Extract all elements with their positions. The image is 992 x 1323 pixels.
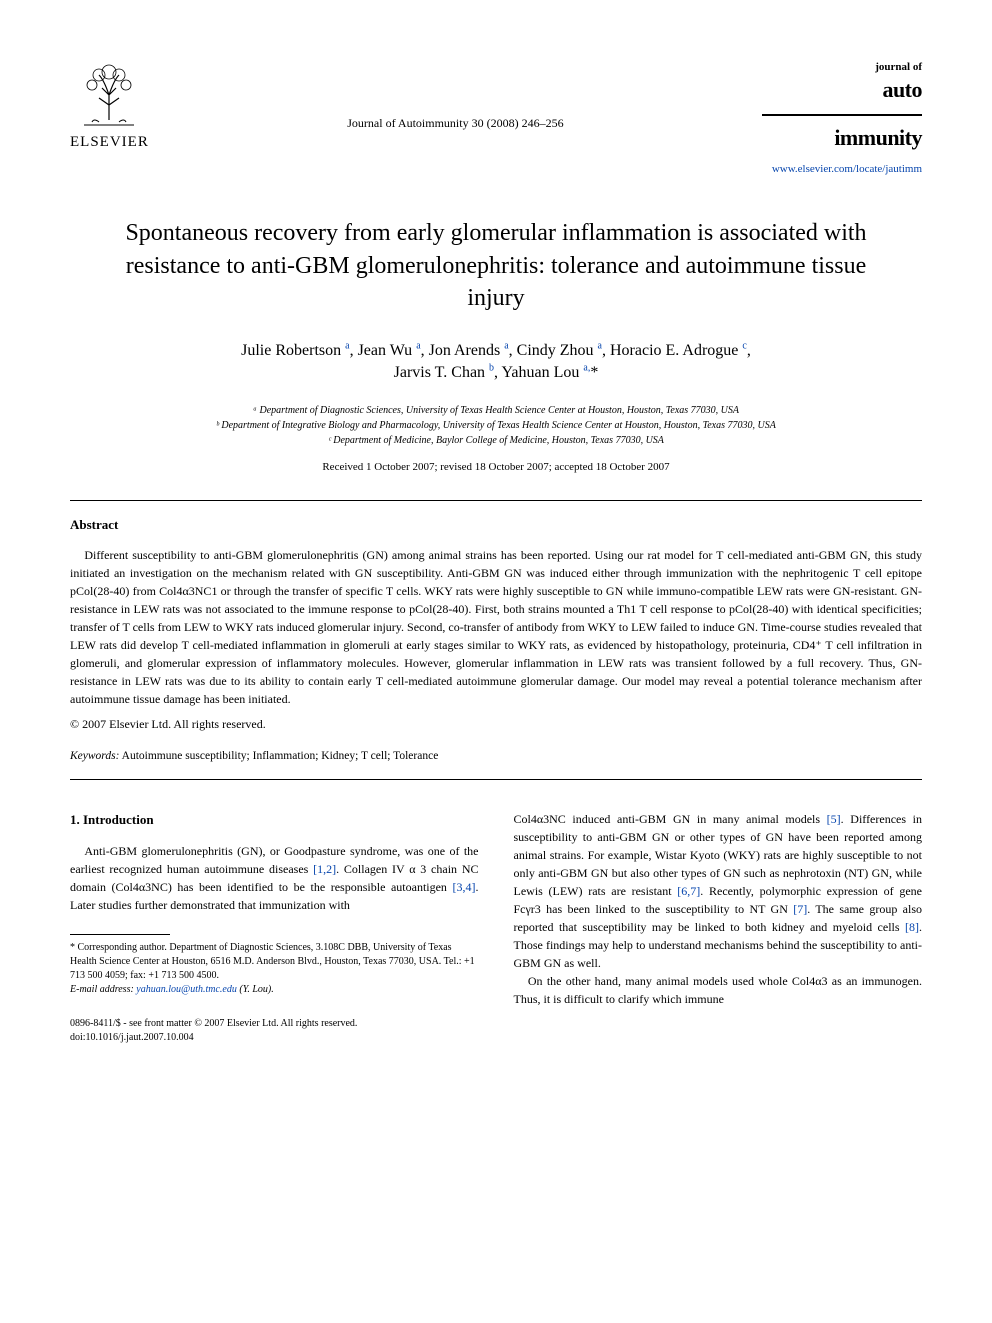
intro-paragraph-1: Anti-GBM glomerulonephritis (GN), or Goo… [70,842,479,914]
authors-line2: Jarvis T. Chan b, Yahuan Lou a,* [394,364,599,381]
affiliation-c: ᶜ Department of Medicine, Baylor College… [70,433,922,448]
ref-link[interactable]: [6,7] [677,884,700,898]
footer-line1: 0896-8411/$ - see front matter © 2007 El… [70,1017,479,1031]
journal-url-link[interactable]: www.elsevier.com/locate/jautimm [762,162,922,177]
intro-paragraph-2: On the other hand, many animal models us… [514,972,923,1008]
footer-line2: doi:10.1016/j.jaut.2007.10.004 [70,1031,479,1045]
ref-link[interactable]: [7] [793,902,807,916]
journal-logo-underline [762,114,922,116]
journal-reference: Journal of Autoimmunity 30 (2008) 246–25… [149,60,762,132]
header-row: ELSEVIER Journal of Autoimmunity 30 (200… [70,60,922,177]
abstract-copyright: © 2007 Elsevier Ltd. All rights reserved… [70,716,922,733]
publisher-logo: ELSEVIER [70,60,149,153]
affiliation-b: ᵇ Department of Integrative Biology and … [70,418,922,433]
keywords-text: Autoimmune susceptibility; Inflammation;… [119,750,438,762]
section-1-heading: 1. Introduction [70,810,479,830]
divider-top [70,500,922,501]
journal-logo: journal of auto immunity www.elsevier.co… [762,60,922,177]
affiliation-a: ᵃ Department of Diagnostic Sciences, Uni… [70,403,922,418]
article-title: Spontaneous recovery from early glomerul… [110,217,882,314]
ref-link[interactable]: [3,4] [453,880,476,894]
authors-line1: Julie Robertson a, Jean Wu a, Jon Arends… [241,342,751,359]
footnote-rule [70,934,170,935]
journal-logo-line3: immunity [762,123,922,154]
column-right: Col4α3NC induced anti-GBM GN in many ani… [514,810,923,1045]
ref-link[interactable]: [8] [905,920,919,934]
publisher-name: ELSEVIER [70,132,149,153]
journal-logo-line2: auto [882,77,922,102]
abstract-heading: Abstract [70,516,922,534]
journal-logo-line1: journal of [762,60,922,75]
ref-link[interactable]: [1,2] [313,862,336,876]
keywords: Keywords: Autoimmune susceptibility; Inf… [70,748,922,764]
keywords-label: Keywords: [70,750,119,762]
body-columns: 1. Introduction Anti-GBM glomerulonephri… [70,810,922,1045]
page-container: ELSEVIER Journal of Autoimmunity 30 (200… [0,0,992,1085]
divider-bottom [70,779,922,780]
column-left: 1. Introduction Anti-GBM glomerulonephri… [70,810,479,1045]
email-link[interactable]: yahuan.lou@uth.tmc.edu [136,984,237,995]
authors: Julie Robertson a, Jean Wu a, Jon Arends… [70,339,922,384]
intro-paragraph-1-cont: Col4α3NC induced anti-GBM GN in many ani… [514,810,923,972]
ref-link[interactable]: [5] [827,812,841,826]
footer: 0896-8411/$ - see front matter © 2007 El… [70,1017,479,1045]
abstract-text: Different susceptibility to anti-GBM glo… [70,546,922,708]
corresponding-author-footnote: * Corresponding author. Department of Di… [70,941,479,983]
email-footnote: E-mail address: yahuan.lou@uth.tmc.edu (… [70,983,479,997]
article-dates: Received 1 October 2007; revised 18 Octo… [70,460,922,475]
affiliations: ᵃ Department of Diagnostic Sciences, Uni… [70,403,922,448]
elsevier-tree-icon [74,60,144,130]
